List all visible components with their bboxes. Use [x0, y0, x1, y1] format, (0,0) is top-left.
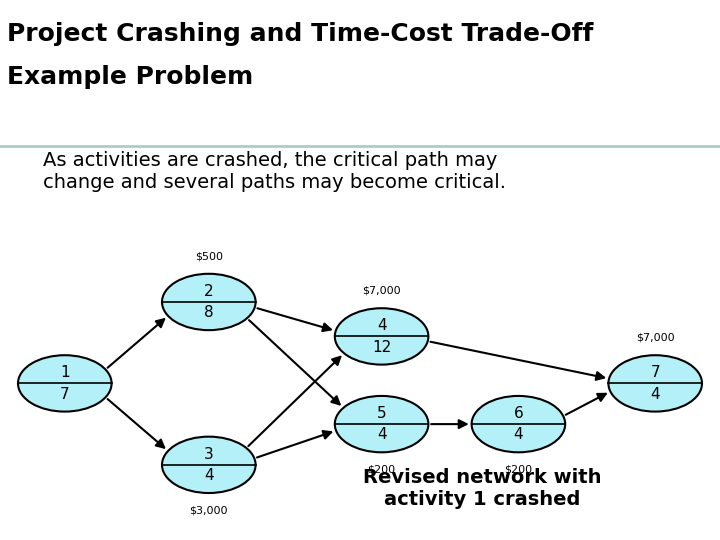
Text: 3: 3	[204, 447, 214, 462]
Text: 6: 6	[513, 406, 523, 421]
Text: 1: 1	[60, 365, 70, 380]
Text: 8: 8	[204, 305, 214, 320]
Text: Example Problem: Example Problem	[7, 65, 253, 89]
Text: $200: $200	[367, 465, 396, 475]
Text: 4: 4	[650, 387, 660, 402]
Text: 4: 4	[204, 468, 214, 483]
Text: $3,000: $3,000	[189, 505, 228, 516]
Text: 4: 4	[377, 318, 387, 333]
Ellipse shape	[162, 437, 256, 493]
Ellipse shape	[472, 396, 565, 453]
Text: $200: $200	[504, 465, 533, 475]
Text: Project Crashing and Time-Cost Trade-Off: Project Crashing and Time-Cost Trade-Off	[7, 22, 593, 45]
Text: Revised network with
activity 1 crashed: Revised network with activity 1 crashed	[363, 468, 602, 509]
Ellipse shape	[18, 355, 112, 411]
Text: 4: 4	[377, 427, 387, 442]
Ellipse shape	[608, 355, 702, 411]
Text: 5: 5	[377, 406, 387, 421]
Text: $7,000: $7,000	[362, 286, 401, 296]
Ellipse shape	[162, 274, 256, 330]
Text: 2: 2	[204, 284, 214, 299]
Text: 7: 7	[650, 365, 660, 380]
Ellipse shape	[335, 396, 428, 453]
Text: 7: 7	[60, 387, 70, 402]
Text: As activities are crashed, the critical path may
change and several paths may be: As activities are crashed, the critical …	[43, 151, 506, 192]
Text: $500: $500	[195, 251, 222, 261]
Text: $7,000: $7,000	[636, 333, 675, 343]
Text: 12: 12	[372, 340, 391, 355]
Text: 4: 4	[513, 427, 523, 442]
Ellipse shape	[335, 308, 428, 364]
